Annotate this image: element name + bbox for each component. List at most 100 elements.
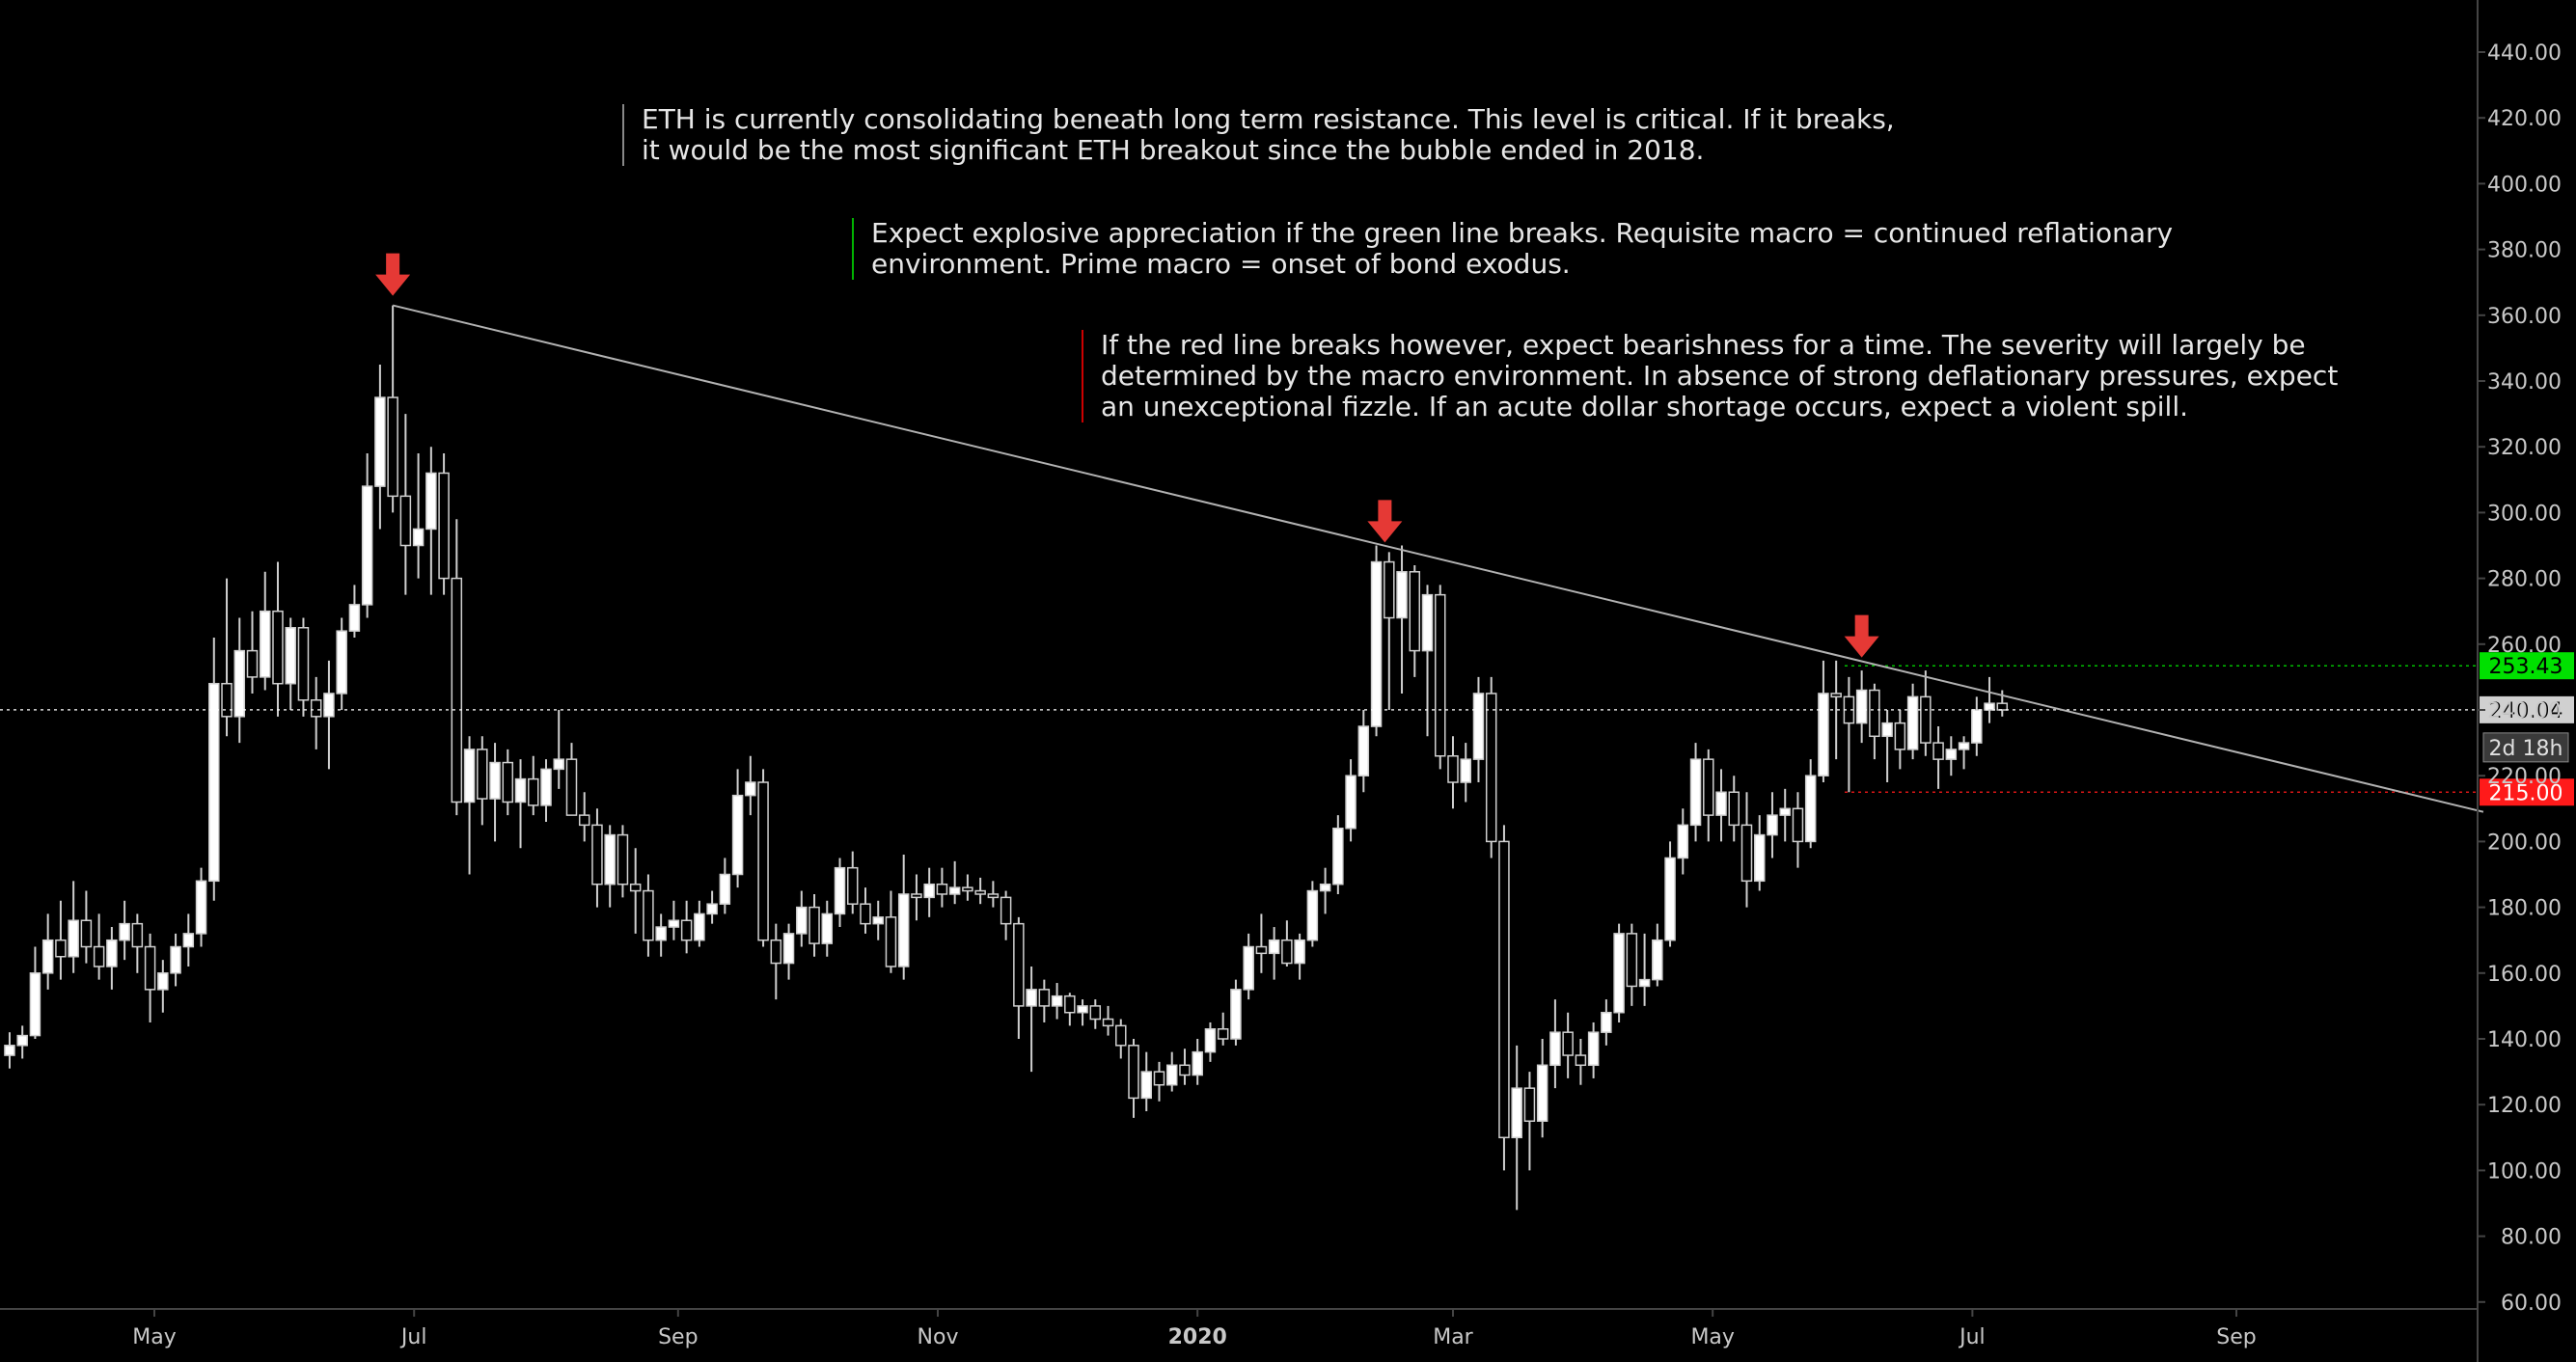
- candle-body: [629, 883, 642, 892]
- time-tick-label: 2020: [1168, 1325, 1227, 1349]
- time-tick-label: Sep: [2216, 1325, 2256, 1349]
- candle-body: [1587, 1031, 1600, 1067]
- candle-body: [962, 886, 973, 892]
- candle-body: [808, 906, 820, 944]
- annotation-green-line-note: Expect explosive appreciation if the gre…: [852, 218, 2173, 280]
- candle-body: [1869, 689, 1880, 738]
- candle-body: [361, 485, 373, 606]
- candle-body: [348, 604, 361, 632]
- candle-body: [463, 749, 476, 804]
- candle-body: [1345, 775, 1357, 830]
- price-tick-label: 60.00: [2501, 1292, 2562, 1316]
- candle-body: [1906, 695, 1919, 750]
- candle-body: [1984, 702, 1995, 711]
- candle-body: [591, 824, 603, 885]
- candle-body: [821, 913, 834, 944]
- price-tick-label: 260.00: [2487, 634, 2562, 658]
- candle-body: [323, 693, 335, 718]
- candle-body: [1179, 1064, 1191, 1076]
- candle-body: [668, 919, 680, 928]
- candle-body: [1217, 1028, 1229, 1040]
- candle-body: [1523, 1087, 1536, 1123]
- candle-body: [706, 903, 718, 915]
- candle-body: [1485, 693, 1497, 843]
- candle-body: [1089, 1005, 1102, 1021]
- price-tick-label: 320.00: [2487, 436, 2562, 460]
- candle-body: [1613, 933, 1625, 1014]
- candle-body: [1664, 857, 1676, 941]
- candle-body: [1064, 994, 1076, 1014]
- candle-body: [1728, 791, 1740, 827]
- candle-body: [29, 972, 41, 1037]
- resistance-trendline: [392, 304, 2484, 813]
- candle-body: [451, 577, 463, 804]
- candle-body: [885, 916, 897, 967]
- candle-body: [757, 781, 769, 941]
- time-tick-label: Sep: [658, 1325, 698, 1349]
- candle-body: [1638, 978, 1651, 988]
- candle-body: [1626, 933, 1638, 988]
- candle-body: [1192, 1050, 1203, 1076]
- candle-body: [170, 945, 181, 974]
- candle-body: [1715, 791, 1727, 816]
- candle-body: [1409, 571, 1421, 652]
- candle-body: [119, 922, 130, 941]
- level-label-resistance: 253.43: [2489, 655, 2563, 679]
- candle-body: [1013, 922, 1025, 1007]
- candle-body: [1996, 702, 2009, 711]
- candle-body: [1804, 775, 1817, 843]
- candle-body: [1536, 1064, 1548, 1123]
- candle-body: [1435, 593, 1446, 757]
- candle-body: [195, 880, 207, 935]
- candle-body: [502, 761, 514, 804]
- candle-body: [617, 833, 629, 885]
- candle-body: [1689, 758, 1702, 827]
- candle-body: [578, 814, 590, 827]
- levels-layer: 253.43 240.04 2d 18h 215.00: [0, 652, 2574, 806]
- time-tick-label: Jul: [1958, 1325, 1986, 1349]
- candle-body: [897, 893, 910, 967]
- candle-body: [55, 939, 67, 958]
- price-tick-label: 80.00: [2501, 1226, 2562, 1250]
- candle-body: [106, 939, 118, 967]
- level-label-support: 215.00: [2489, 781, 2563, 805]
- candle-body: [514, 777, 527, 804]
- candle-body: [846, 866, 859, 905]
- countdown-label: 2d 18h: [2489, 737, 2563, 761]
- price-tick-label: 160.00: [2487, 963, 2562, 987]
- trendline-layer: [392, 304, 2484, 813]
- arrows-layer: [375, 253, 1879, 658]
- candle-body: [782, 933, 795, 965]
- down-arrow-marker: [375, 253, 411, 296]
- candle-body: [182, 933, 195, 948]
- candle-body: [233, 649, 246, 718]
- annotation-breakout-note: ETH is currently consolidating beneath l…: [622, 104, 1895, 166]
- candle-body: [1447, 754, 1459, 783]
- candle-body: [1753, 833, 1766, 883]
- candle-body: [796, 906, 808, 935]
- candle-body: [1549, 1031, 1561, 1067]
- candle-body: [1971, 709, 1983, 744]
- candle-body: [643, 889, 654, 941]
- time-tick-label: Mar: [1433, 1325, 1473, 1349]
- candle-body: [272, 610, 284, 685]
- down-arrow-marker: [1844, 614, 1879, 658]
- candle-body: [1562, 1031, 1574, 1056]
- candle-body: [425, 472, 437, 531]
- candle-body: [565, 758, 578, 816]
- candle-body: [1115, 1024, 1127, 1047]
- candle-body: [1332, 828, 1344, 885]
- candle-body: [208, 682, 220, 883]
- candle-body: [1268, 939, 1280, 955]
- candle-body: [936, 883, 948, 895]
- candle-body: [1703, 758, 1714, 816]
- annotation-red-line-note: If the red line breaks however, expect b…: [1082, 330, 2338, 422]
- candle-body: [745, 781, 756, 797]
- candle-body: [1140, 1071, 1152, 1100]
- candle-body: [1243, 945, 1254, 991]
- candle-body: [1894, 722, 1906, 750]
- candle-body: [1319, 883, 1331, 892]
- level-label-bg: [2480, 778, 2574, 806]
- candle-body: [923, 883, 935, 899]
